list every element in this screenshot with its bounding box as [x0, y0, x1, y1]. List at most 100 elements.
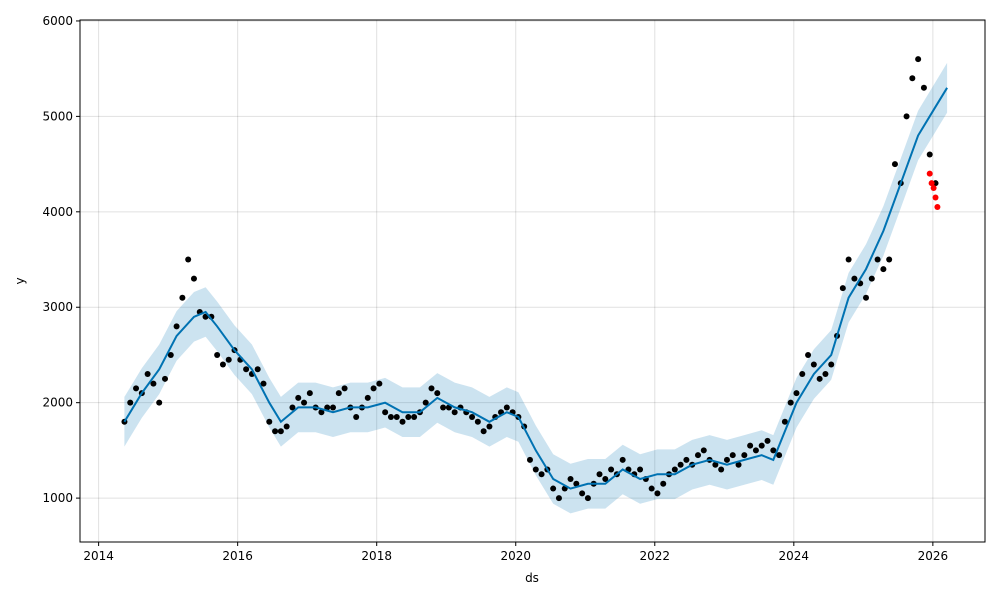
actual-point — [915, 56, 922, 63]
gridlines — [80, 20, 985, 542]
actual-point — [810, 361, 817, 368]
actual-point — [364, 394, 371, 401]
actual-point — [162, 375, 169, 382]
actual-point — [214, 351, 221, 358]
actual-point — [370, 385, 377, 392]
actual-point — [335, 390, 342, 397]
actual-point — [723, 456, 730, 463]
x-axis-label: ds — [525, 571, 539, 585]
actual-point — [266, 418, 273, 425]
actual-point — [277, 428, 284, 435]
x-tick-label: 2018 — [361, 549, 392, 563]
actual-point — [283, 423, 290, 430]
actual-point — [555, 495, 562, 502]
actual-point — [243, 366, 250, 373]
actual-point — [799, 371, 806, 378]
actual-point — [190, 275, 197, 282]
actual-point — [874, 256, 881, 263]
actual-point — [862, 294, 869, 301]
y-axis-label: y — [13, 277, 27, 284]
actual-points — [121, 56, 939, 502]
actual-point — [741, 452, 748, 459]
actual-point — [845, 256, 852, 263]
test-point — [926, 170, 933, 177]
actual-point — [694, 452, 701, 459]
actual-point — [880, 266, 887, 273]
actual-point — [758, 442, 765, 449]
actual-point — [868, 275, 875, 282]
actual-point — [538, 471, 545, 478]
forecast-line — [123, 87, 948, 490]
actual-point — [567, 476, 574, 483]
actual-point — [648, 485, 655, 492]
actual-point — [654, 490, 661, 497]
actual-point — [127, 399, 134, 406]
actual-point — [156, 399, 163, 406]
actual-point — [718, 466, 725, 473]
actual-point — [747, 442, 754, 449]
actual-point — [133, 385, 140, 392]
actual-point — [532, 466, 539, 473]
actual-point — [781, 418, 788, 425]
actual-point — [712, 461, 719, 468]
actual-point — [671, 466, 678, 473]
plot-frame — [79, 19, 986, 543]
actual-point — [816, 375, 823, 382]
actual-point — [260, 380, 267, 387]
actual-point — [700, 447, 707, 454]
actual-point — [608, 466, 615, 473]
actual-point — [619, 456, 626, 463]
actual-point — [526, 456, 533, 463]
actual-point — [173, 323, 180, 330]
y-tick-label: 5000 — [42, 109, 73, 123]
actual-point — [318, 409, 325, 416]
x-axis: 2014 2016 2018 2020 2022 2024 2026 — [83, 542, 948, 563]
actual-point — [411, 413, 418, 420]
y-tick-label: 6000 — [42, 14, 73, 28]
actual-point — [474, 418, 481, 425]
actual-point — [486, 423, 493, 430]
actual-point — [579, 490, 586, 497]
actual-point — [677, 461, 684, 468]
actual-point — [387, 413, 394, 420]
actual-point — [822, 371, 829, 378]
actual-point — [405, 413, 412, 420]
actual-point — [851, 275, 858, 282]
actual-point — [382, 409, 389, 416]
actual-point — [469, 413, 476, 420]
actual-point — [393, 413, 400, 420]
test-point — [934, 204, 941, 211]
actual-point — [306, 390, 313, 397]
test-point — [930, 184, 937, 191]
y-tick-label: 1000 — [42, 491, 73, 505]
actual-point — [752, 447, 759, 454]
x-tick-label: 2020 — [500, 549, 531, 563]
actual-point — [660, 480, 667, 487]
actual-point — [573, 480, 580, 487]
actual-point — [440, 404, 447, 411]
actual-point — [434, 390, 441, 397]
y-axis: 1000 2000 3000 4000 5000 6000 — [42, 14, 80, 505]
actual-point — [185, 256, 192, 263]
actual-point — [550, 485, 557, 492]
actual-point — [341, 385, 348, 392]
actual-point — [839, 285, 846, 292]
actual-point — [254, 366, 261, 373]
actual-point — [596, 471, 603, 478]
actual-point — [891, 161, 898, 168]
actual-point — [886, 256, 893, 263]
actual-point — [167, 351, 174, 358]
actual-point — [729, 452, 736, 459]
actual-point — [295, 394, 302, 401]
actual-point — [920, 84, 927, 91]
uncertainty-band — [124, 62, 948, 514]
actual-point — [219, 361, 226, 368]
x-tick-label: 2026 — [918, 549, 949, 563]
actual-point — [428, 385, 435, 392]
x-tick-label: 2016 — [222, 549, 253, 563]
actual-point — [776, 452, 783, 459]
actual-point — [225, 356, 232, 363]
actual-point — [787, 399, 794, 406]
actual-point — [330, 404, 337, 411]
